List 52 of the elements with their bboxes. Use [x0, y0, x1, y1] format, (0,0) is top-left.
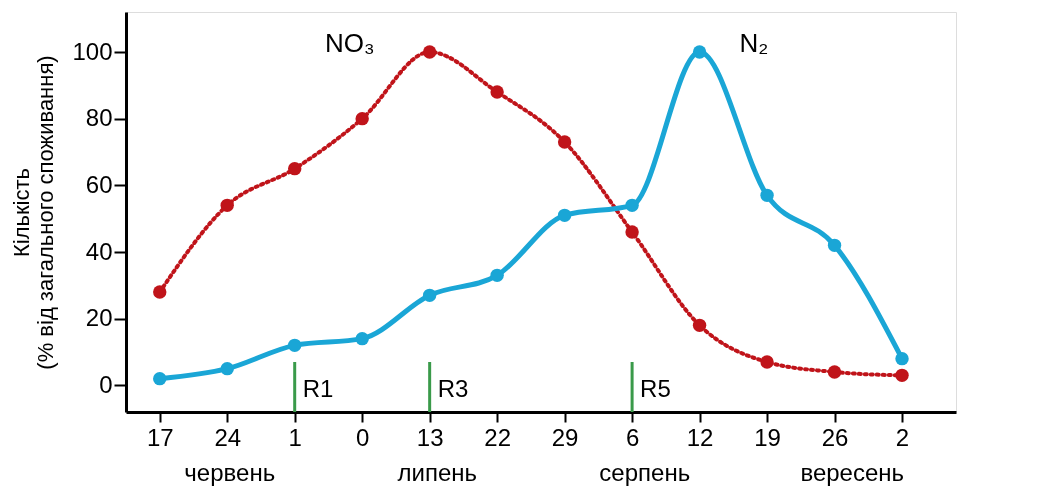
text: червень [184, 459, 276, 486]
y-tick-label: 80 [85, 104, 113, 132]
point [895, 351, 909, 366]
x-tick-label: 2 [895, 423, 910, 451]
x-tick-label: 12 [686, 423, 714, 451]
y-axis-title: Кількість (% від загального споживання) [9, 55, 59, 370]
point [490, 268, 504, 283]
series-label: N₂ [739, 28, 769, 58]
point [692, 318, 707, 333]
y-tick-label: 100 [72, 37, 113, 65]
ref-line-label: R1 [302, 375, 334, 402]
point [625, 225, 639, 239]
y-tick-label: 0 [99, 370, 113, 398]
point [557, 208, 572, 223]
text: серпень [599, 459, 691, 486]
point [827, 365, 842, 379]
point [287, 161, 302, 176]
point [895, 368, 909, 383]
point [355, 111, 369, 126]
point [153, 285, 167, 299]
text: вересень [800, 459, 905, 486]
x-tick-label: 1 [288, 423, 302, 451]
point [220, 361, 234, 376]
x-tick-label: 19 [754, 423, 781, 451]
point [760, 355, 774, 369]
text: липень [397, 459, 478, 486]
x-tick-label: 22 [484, 423, 511, 451]
point [827, 238, 842, 253]
point [153, 371, 167, 386]
ref-line-label: R3 [437, 375, 469, 402]
point [355, 331, 369, 346]
y-tick-label: 40 [85, 237, 113, 265]
point [760, 188, 774, 203]
point [220, 198, 234, 213]
ref-line-label: R5 [640, 375, 671, 402]
x-tick-label: 17 [146, 423, 174, 451]
point [692, 45, 707, 59]
x-tick-label: 24 [214, 423, 242, 451]
series-label: NO₃ [325, 28, 375, 58]
point [422, 288, 437, 303]
y-tick-label: 60 [85, 170, 113, 198]
x-tick-label: 26 [821, 423, 849, 451]
x-tick-label: 6 [625, 423, 640, 451]
point [287, 338, 302, 353]
x-tick-label: 13 [416, 423, 444, 451]
point [490, 85, 504, 99]
point [625, 198, 639, 213]
y-tick-label: 20 [85, 304, 113, 332]
point [422, 45, 437, 59]
x-tick-label: 0 [356, 423, 370, 451]
x-tick-label: 29 [551, 423, 579, 451]
point [557, 135, 572, 149]
